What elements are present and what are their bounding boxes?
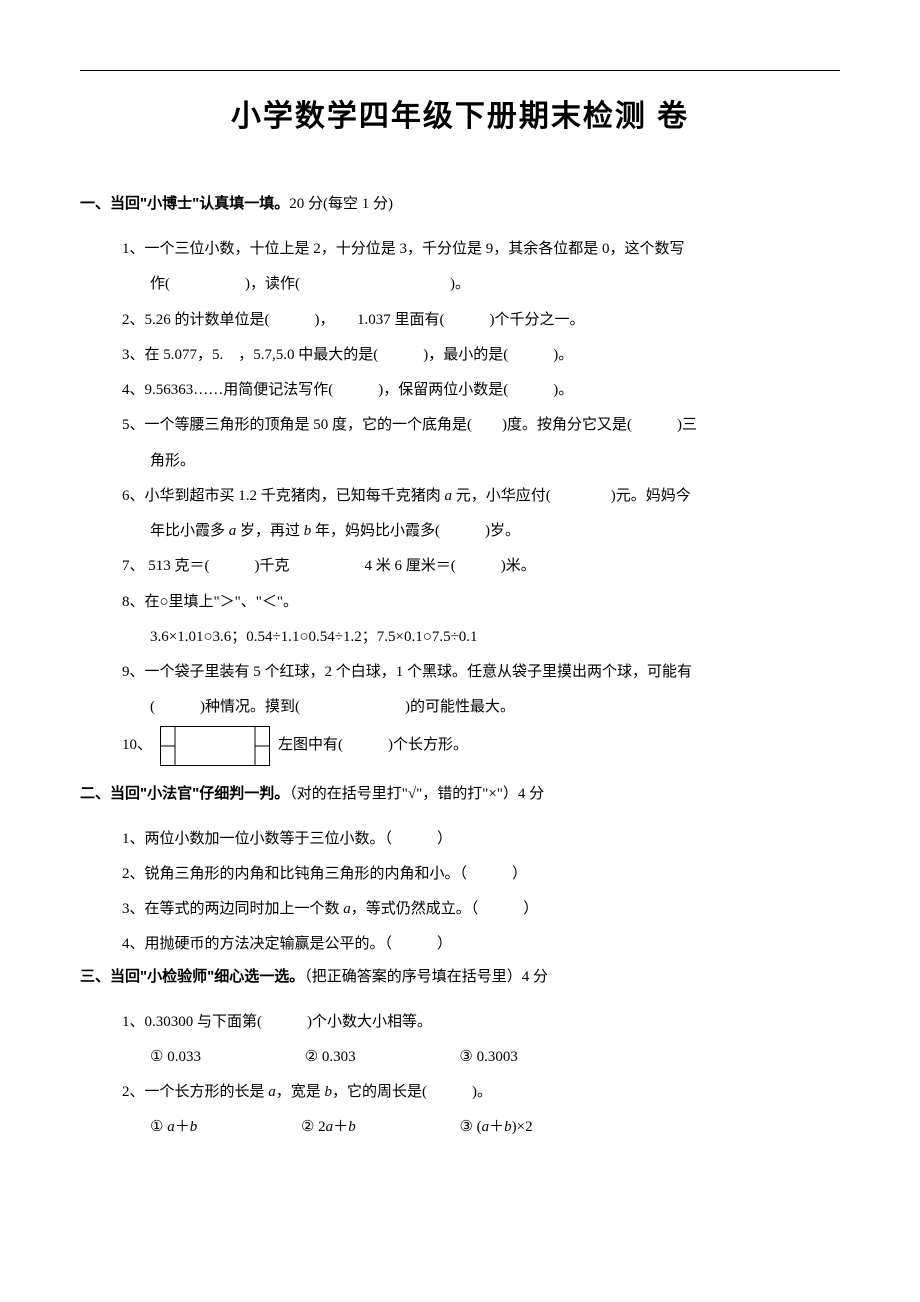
var-a-5: a [167,1119,175,1135]
s1-q2: 2、5.26 的计数单位是( )， 1.037 里面有( )个千分之一。 [108,303,840,338]
s3-q2b: ，宽是 [276,1084,325,1100]
var-b-4: b [348,1119,356,1135]
section1-header: 一、当回"小博士"认真填一填。20 分(每空 1 分) [80,190,840,218]
var-a-1: a [445,488,453,504]
s1-q1: 1、一个三位小数，十位上是 2，十分位是 3，千分位是 9，其余各位都是 0，这… [108,232,840,267]
rect-svg [160,726,270,766]
section2-header-text: 二、当回"小法官"仔细判一判。 [80,785,289,802]
section3-header: 三、当回"小检验师"细心选一选。（把正确答案的序号填在括号里）4 分 [80,963,840,991]
var-a-4: a [268,1084,276,1100]
opt1-prefix: ① [150,1119,167,1135]
s3-q2c: ，它的周长是( )。 [332,1084,492,1100]
s1-q6b: 元，小华应付( )元。妈妈今 [452,488,691,504]
top-divider [80,70,840,71]
section2-header: 二、当回"小法官"仔细判一判。（对的在括号里打"√"，错的打"×"）4 分 [80,780,840,808]
s1-q6sub: 年比小霞多 a 岁，再过 b 年，妈妈比小霞多( )岁。 [80,514,840,549]
plus1: ＋ [175,1119,190,1135]
s3-q1-options: ① 0.033 ② 0.303 ③ 0.3003 [80,1040,840,1075]
section3-points: （把正确答案的序号填在括号里）4 分 [304,969,548,985]
s2-q1: 1、两位小数加一位小数等于三位小数。（ ） [108,822,840,857]
s1-q6c: 年比小霞多 [150,523,229,539]
s3-q2-opt1: ① a＋b [150,1110,197,1145]
section3-header-text: 三、当回"小检验师"细心选一选。 [80,968,304,985]
s3-q2-options: ① a＋b ② 2a＋b ③ (a＋b)×2 [80,1110,840,1145]
var-b-5: b [504,1119,512,1135]
section1-header-text: 一、当回"小博士"认真填一填。 [80,195,289,212]
s1-q10: 10、 左图中有( )个长方形。 [80,726,840,766]
rectangle-diagram [160,726,270,766]
s1-q5b: 角形。 [80,444,840,479]
opt3-suffix: )×2 [512,1119,533,1135]
s3-q2-opt3: ③ (a＋b)×2 [459,1110,532,1145]
s1-q3: 3、在 5.077，5. ，5.7,5.0 中最大的是( )，最小的是( )。 [108,338,840,373]
var-b-2: b [325,1084,333,1100]
s3-q2a: 2、一个长方形的长是 [122,1084,268,1100]
s1-q1b: 作( )，读作( )。 [80,267,840,302]
s2-q3b: ，等式仍然成立。（ ） [351,901,539,917]
s1-q10a: 10、 [122,728,152,763]
opt3-prefix: ③ ( [459,1119,481,1135]
s1-q7: 7、 513 克＝( )千克 4 米 6 厘米＝( )米。 [108,549,840,584]
s1-q6: 6、小华到超市买 1.2 千克猪肉，已知每千克猪肉 a 元，小华应付( )元。妈… [108,479,840,514]
section1-points: 20 分(每空 1 分) [289,196,393,212]
s3-q1-opt3: ③ 0.3003 [459,1040,517,1075]
s1-q8: 8、在○里填上"＞"、"＜"。 [108,585,840,620]
var-a-3: a [343,901,351,917]
s1-q8b: 3.6×1.01○3.6；0.54÷1.1○0.54÷1.2；7.5×0.1○7… [80,620,840,655]
opt2-prefix: ② 2 [301,1119,326,1135]
var-b-3: b [190,1119,198,1135]
s1-q10b: 左图中有( )个长方形。 [278,728,468,763]
s1-q9b: ( )种情况。摸到( )的可能性最大。 [80,690,840,725]
s2-q3: 3、在等式的两边同时加上一个数 a，等式仍然成立。（ ） [108,892,840,927]
section2-points: （对的在括号里打"√"，错的打"×"）4 分 [289,786,544,802]
s1-q6e: 年，妈妈比小霞多( )岁。 [311,523,520,539]
s2-q4: 4、用抛硬币的方法决定输赢是公平的。（ ） [108,927,840,962]
s2-q3a: 3、在等式的两边同时加上一个数 [122,901,343,917]
s2-q2: 2、锐角三角形的内角和比钝角三角形的内角和小。（ ） [108,857,840,892]
plus3: ＋ [489,1119,504,1135]
s3-q1-opt1: ① 0.033 [150,1040,201,1075]
plus2: ＋ [333,1119,348,1135]
s3-q1: 1、0.30300 与下面第( )个小数大小相等。 [108,1005,840,1040]
s3-q2-opt2: ② 2a＋b [301,1110,356,1145]
page-title: 小学数学四年级下册期末检测 卷 [80,91,840,135]
s1-q4: 4、9.56363……用简便记法写作( )，保留两位小数是( )。 [108,373,840,408]
s3-q2: 2、一个长方形的长是 a，宽是 b，它的周长是( )。 [108,1075,840,1110]
s3-q1-opt2: ② 0.303 [305,1040,356,1075]
s1-q6a: 6、小华到超市买 1.2 千克猪肉，已知每千克猪肉 [122,488,445,504]
s1-q6d: 岁，再过 [236,523,304,539]
s1-q5: 5、一个等腰三角形的顶角是 50 度，它的一个底角是( )度。按角分它又是( )… [108,408,840,443]
s1-q9: 9、一个袋子里装有 5 个红球，2 个白球，1 个黑球。任意从袋子里摸出两个球，… [108,655,840,690]
